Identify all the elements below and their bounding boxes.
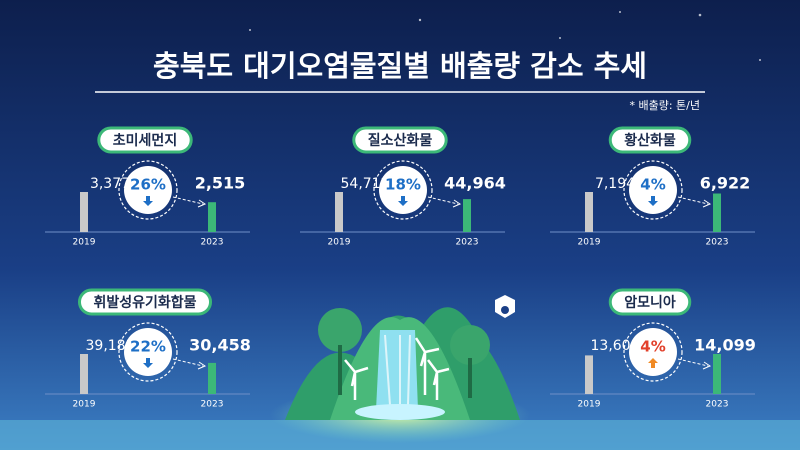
direction-arrow [143,196,153,206]
connector [172,358,204,367]
bar [713,354,721,394]
year-label: 2023 [706,238,729,248]
value-label: 39,183 [86,338,135,354]
change-label: 4% [640,338,665,356]
direction-arrow [648,196,658,206]
change-ring [623,322,683,382]
change-badge [629,166,677,214]
panel: 암모니아 2019 2023 13,608 14,099 4% [550,288,756,410]
change-badge [124,328,172,376]
name-pill [77,288,213,316]
name-pill [608,288,692,316]
connector [427,196,459,205]
change-label: 4% [640,176,665,194]
change-badge [379,166,427,214]
connector-head [702,199,712,208]
bar [208,202,216,232]
connector-head [197,199,207,208]
panel-name: 휘발성유기화합물 [93,294,196,311]
direction-arrow [648,358,658,368]
value-label: 2,515 [195,174,246,193]
year-label: 2023 [706,400,729,410]
year-label: 2023 [456,238,479,248]
connector [677,196,709,205]
panel: 황산화물 2019 2023 7,194 6,922 4% [550,126,755,248]
year-label: 2019 [328,238,351,248]
title: 충북도 대기오염물질별 배출량 감소 추세 [153,49,647,83]
panel: 초미세먼지 2019 2023 3,377 2,515 26% [45,126,250,248]
illustration [270,295,530,443]
connector-head [452,199,462,208]
change-label: 26% [130,176,166,194]
value-label: 54,712 [341,176,390,192]
bar [713,193,721,232]
unit-note: * 배출량: 톤/년 [629,99,700,112]
stars [249,11,761,61]
direction-arrow [143,358,153,368]
change-badge [124,166,172,214]
value-label: 3,377 [90,176,130,192]
value-label: 6,922 [700,174,751,193]
year-label: 2019 [578,238,601,248]
panel: 휘발성유기화합물 2019 2023 39,183 30,458 22% [45,288,251,410]
change-label: 22% [130,338,166,356]
connector [172,196,204,205]
bar [463,199,471,232]
bar [80,354,88,394]
year-label: 2023 [201,400,224,410]
change-badge [629,328,677,376]
change-ring [373,160,433,220]
change-ring [118,160,178,220]
year-label: 2019 [73,400,96,410]
value-label: 14,099 [694,336,756,355]
panel: 질소산화물 2019 2023 54,712 44,964 18% [300,126,506,248]
panel-name: 황산화물 [624,132,676,149]
value-label: 44,964 [444,174,506,193]
value-label: 7,194 [595,176,635,192]
name-pill [97,126,193,154]
bar [585,355,593,394]
change-label: 18% [385,176,421,194]
change-ring [118,322,178,382]
bar [335,192,343,232]
value-label: 30,458 [189,336,251,355]
bar [80,192,88,232]
year-label: 2019 [73,238,96,248]
bar [208,362,216,394]
change-ring [623,160,683,220]
name-pill [608,126,692,154]
name-pill [352,126,448,154]
direction-arrow [398,196,408,206]
connector [677,358,709,367]
connector-head [702,361,712,370]
panel-name: 초미세먼지 [113,132,177,149]
year-label: 2019 [578,400,601,410]
value-label: 13,608 [591,338,640,354]
panel-name: 질소산화물 [368,132,433,149]
panel-name: 암모니아 [624,294,676,311]
connector-head [197,361,207,370]
bar [585,192,593,232]
year-label: 2023 [201,238,224,248]
